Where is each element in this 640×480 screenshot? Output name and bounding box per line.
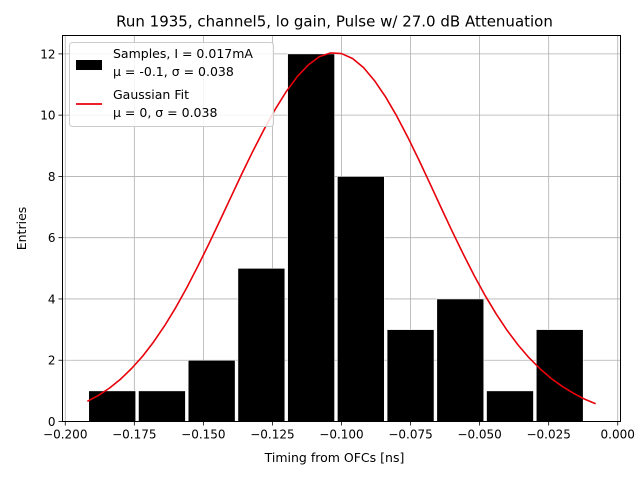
x-tick-label: −0.050 (457, 428, 501, 442)
y-tick-label: 10 (40, 109, 55, 123)
fit-curve (86, 52, 596, 405)
legend-samples-label: Samples, I = 0.017mA (113, 46, 253, 61)
legend-fit-label: Gaussian Fit (113, 87, 189, 102)
histogram-bar (237, 268, 286, 422)
x-tick-label: −0.150 (181, 428, 225, 442)
legend-box (69, 42, 274, 127)
histogram-bar (436, 298, 485, 422)
chart-title: Run 1935, channel5, lo gain, Pulse w/ 27… (116, 13, 553, 31)
histogram-bar (287, 53, 335, 422)
histogram-bar (386, 329, 435, 422)
legend-fit-stats: μ = 0, σ = 0.038 (113, 105, 217, 120)
x-tick-label: −0.075 (388, 428, 432, 442)
x-axis-ticks: −0.200 −0.175 −0.150 −0.125 −0.100 −0.075 −0.0… (43, 421, 635, 442)
x-axis-label: Timing from OFCs [ns] (264, 450, 405, 465)
gaussian-fit (86, 52, 596, 405)
x-tick-label: 0.000 (601, 428, 635, 442)
y-axis-ticks: 0 2 4 6 8 10 12 (40, 47, 63, 429)
legend-samples-swatch (76, 60, 102, 70)
x-tick-label: −0.200 (43, 428, 87, 442)
y-tick-label: 12 (40, 47, 55, 61)
x-tick-label: −0.125 (250, 428, 294, 442)
legend: Samples, I = 0.017mA μ = -0.1, σ = 0.038… (69, 42, 274, 127)
y-axis-label: Entries (14, 207, 29, 251)
histogram-bar (138, 390, 186, 422)
histogram-bars (88, 53, 584, 422)
histogram-bar (535, 329, 584, 422)
y-tick-label: 2 (48, 354, 56, 368)
histogram-bar (88, 390, 137, 422)
y-tick-label: 0 (48, 415, 56, 429)
x-tick-label: −0.175 (112, 428, 156, 442)
histogram-bar (187, 359, 236, 422)
y-tick-label: 4 (48, 292, 56, 306)
histogram-bar (486, 390, 534, 422)
histogram-bar (337, 176, 385, 422)
legend-samples-stats: μ = -0.1, σ = 0.038 (113, 64, 234, 79)
y-tick-label: 6 (48, 231, 56, 245)
x-tick-label: −0.100 (319, 428, 363, 442)
y-tick-label: 8 (48, 170, 56, 184)
x-tick-label: −0.025 (526, 428, 570, 442)
